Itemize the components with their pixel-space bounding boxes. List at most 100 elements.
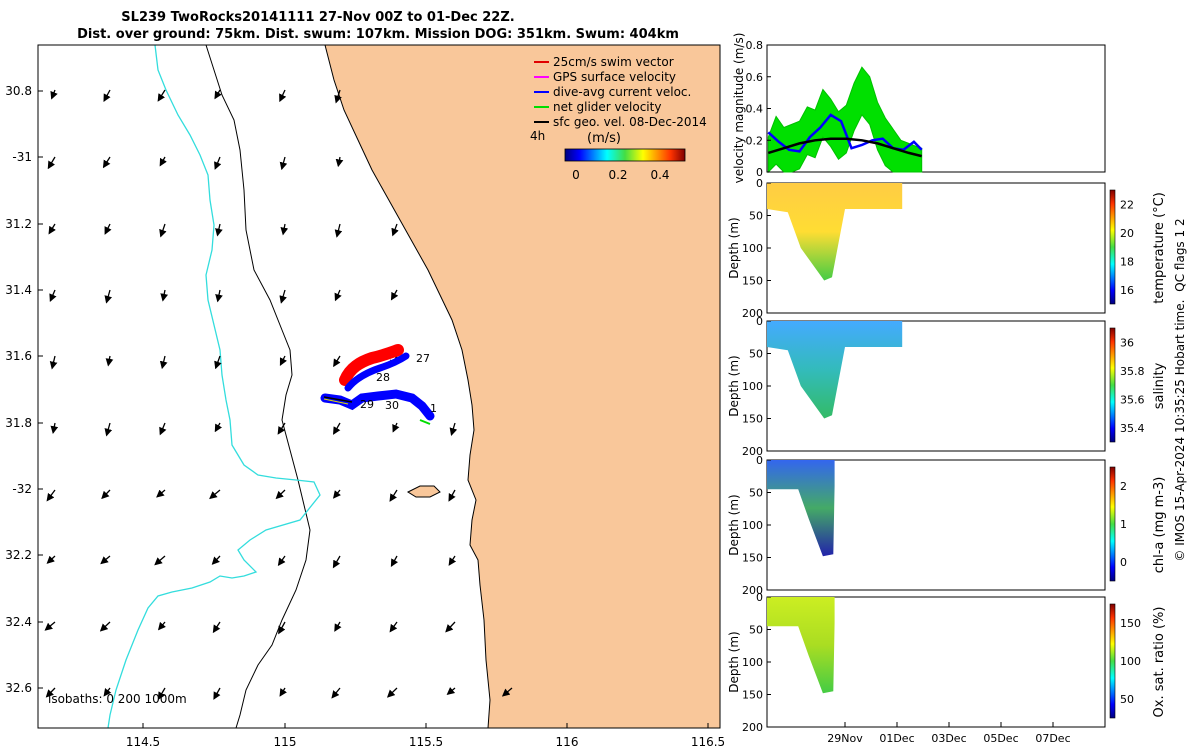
isobath-200m xyxy=(205,45,311,728)
velocity-y-tick-label: 0.6 xyxy=(746,71,764,84)
velocity-arrow xyxy=(279,156,288,171)
lat-tick-label: 31.8 xyxy=(5,416,32,430)
colorbar-tick-label: 150 xyxy=(1120,617,1141,630)
track-day-labels: 27 28 29 30 1 xyxy=(360,352,437,415)
velocity-arrow xyxy=(104,289,113,304)
depth-ylabel: Depth (m) xyxy=(727,494,741,555)
velocity-arrow xyxy=(392,422,400,433)
depth-tick-label: 100 xyxy=(742,656,763,669)
depth-tick-label: 50 xyxy=(749,487,763,500)
colorbar-label: temperature (°C) xyxy=(1152,192,1167,304)
time-tick-label: 05Dec xyxy=(983,732,1018,745)
colorbar-tick-label: 2 xyxy=(1120,480,1127,493)
velocity-arrow xyxy=(334,223,343,238)
profile-fill xyxy=(767,597,835,694)
velocity-arrow xyxy=(159,223,167,238)
track-label-29: 29 xyxy=(360,398,374,411)
velocity-arrow xyxy=(103,89,111,103)
velocity-arrow xyxy=(331,687,341,699)
velocity-arrow xyxy=(46,555,56,564)
velocity-arrow xyxy=(157,89,166,102)
colorbar-tick-label: 1 xyxy=(1120,518,1127,531)
depth-tick-label: 200 xyxy=(742,307,763,320)
velocity-arrow xyxy=(50,89,58,100)
track-label-28: 28 xyxy=(376,371,390,384)
velocity-arrow xyxy=(334,89,342,104)
legend-item-label: dive-avg current veloc. xyxy=(553,85,691,99)
speed-colorbar xyxy=(564,148,686,162)
colorbar-tick-label: 22 xyxy=(1120,198,1134,211)
velocity-arrow xyxy=(333,355,341,368)
time-tick-label: 03Dec xyxy=(931,732,966,745)
colorbar-tick-label: 35.8 xyxy=(1120,365,1145,378)
isobath-1000m xyxy=(107,45,321,728)
velocity-y-ticks: 0 0.2 0.4 0.6 0.8 xyxy=(746,39,771,179)
velocity-arrow xyxy=(214,89,222,100)
glider-track xyxy=(320,344,435,425)
lon-tick-label: 116 xyxy=(556,735,579,749)
velocity-arrow xyxy=(335,156,344,168)
velocity-arrow xyxy=(213,687,221,700)
colorbar-tick-label: 35.4 xyxy=(1120,422,1145,435)
velocity-arrow xyxy=(102,156,111,169)
velocity-arrow xyxy=(105,355,114,367)
time-tick-label: 01Dec xyxy=(879,732,914,745)
depth-tick-label: 50 xyxy=(749,210,763,223)
velocity-arrow xyxy=(277,555,286,567)
time-tick-label: 07Dec xyxy=(1035,732,1070,745)
legend-period: 4h xyxy=(530,129,545,143)
velocity-arrow xyxy=(389,489,398,502)
colorbar-tick-0: 0 xyxy=(572,168,580,182)
velocity-arrow xyxy=(160,289,169,302)
lat-tick-label: 30.8 xyxy=(5,84,32,98)
velocity-arrow xyxy=(334,289,342,302)
depth-ylabel: Depth (m) xyxy=(727,631,741,692)
velocity-arrow xyxy=(103,687,112,697)
velocity-arrow xyxy=(279,355,287,366)
velocity-arrow xyxy=(214,156,222,170)
depth-panel-chla: 0 50 100 150 200 Depth (m) 0 1 2 chl-a (mg m-3) xyxy=(727,454,1167,597)
velocity-arrow xyxy=(46,489,56,502)
velocity-arrow xyxy=(279,687,287,697)
velocity-arrow xyxy=(386,687,398,698)
velocity-arrow xyxy=(275,489,286,500)
depth-tick-label: 200 xyxy=(742,721,763,734)
velocity-arrow xyxy=(279,289,287,304)
velocity-y-tick-label: 0.2 xyxy=(746,134,764,147)
colorbar-tick-label: 50 xyxy=(1120,693,1134,706)
depth-tick-label: 100 xyxy=(742,519,763,532)
colorbar-tick-label: 0 xyxy=(1120,556,1127,569)
velocity-arrow xyxy=(49,289,57,302)
velocity-arrow xyxy=(449,422,458,436)
colorbar-tick-label: 18 xyxy=(1120,255,1134,268)
velocity-arrow xyxy=(157,621,166,631)
title-line-1: SL239 TwoRocks20141111 27-Nov 00Z to 01-… xyxy=(121,10,514,25)
velocity-arrow xyxy=(159,355,168,370)
legend-item-label: sfc geo. vel. 08-Dec-2014 xyxy=(553,115,707,129)
velocity-arrow xyxy=(209,489,221,500)
footer-timestamp: © IMOS 15-Apr-2024 10:35:25 Hobart time.… xyxy=(1173,218,1187,561)
velocity-arrow xyxy=(215,223,223,237)
velocity-arrow xyxy=(448,555,457,566)
velocity-arrow xyxy=(44,621,56,631)
velocity-arrow xyxy=(445,621,456,633)
velocity-arrow xyxy=(501,687,513,697)
velocity-arrow xyxy=(48,223,56,235)
depth-tick-label: 0 xyxy=(756,177,763,190)
map-panel: 27 28 29 30 1 isobaths: 0 200 1000m xyxy=(38,45,720,728)
colorbar-tick-1: 0.2 xyxy=(608,168,627,182)
lon-tick-label: 116.5 xyxy=(691,735,725,749)
depth-tick-label: 150 xyxy=(742,275,763,288)
depth-tick-label: 150 xyxy=(742,413,763,426)
velocity-arrow xyxy=(391,223,399,237)
isobaths-label: isobaths: 0 200 1000m xyxy=(48,692,187,706)
lat-tick-label: 32.2 xyxy=(5,548,32,562)
velocity-arrow xyxy=(333,422,341,435)
colorbar-label: Ox. sat. ratio (%) xyxy=(1152,607,1167,718)
coastline xyxy=(324,45,491,728)
velocity-arrow xyxy=(45,687,56,698)
velocity-arrow xyxy=(156,489,166,498)
depth-panel-temperature: 0 50 100 150 200 Depth (m) 16 18 20 22 temperature… xyxy=(727,177,1167,320)
velocity-arrow xyxy=(101,489,111,500)
geostrophic-velocity-arrows xyxy=(44,89,513,701)
